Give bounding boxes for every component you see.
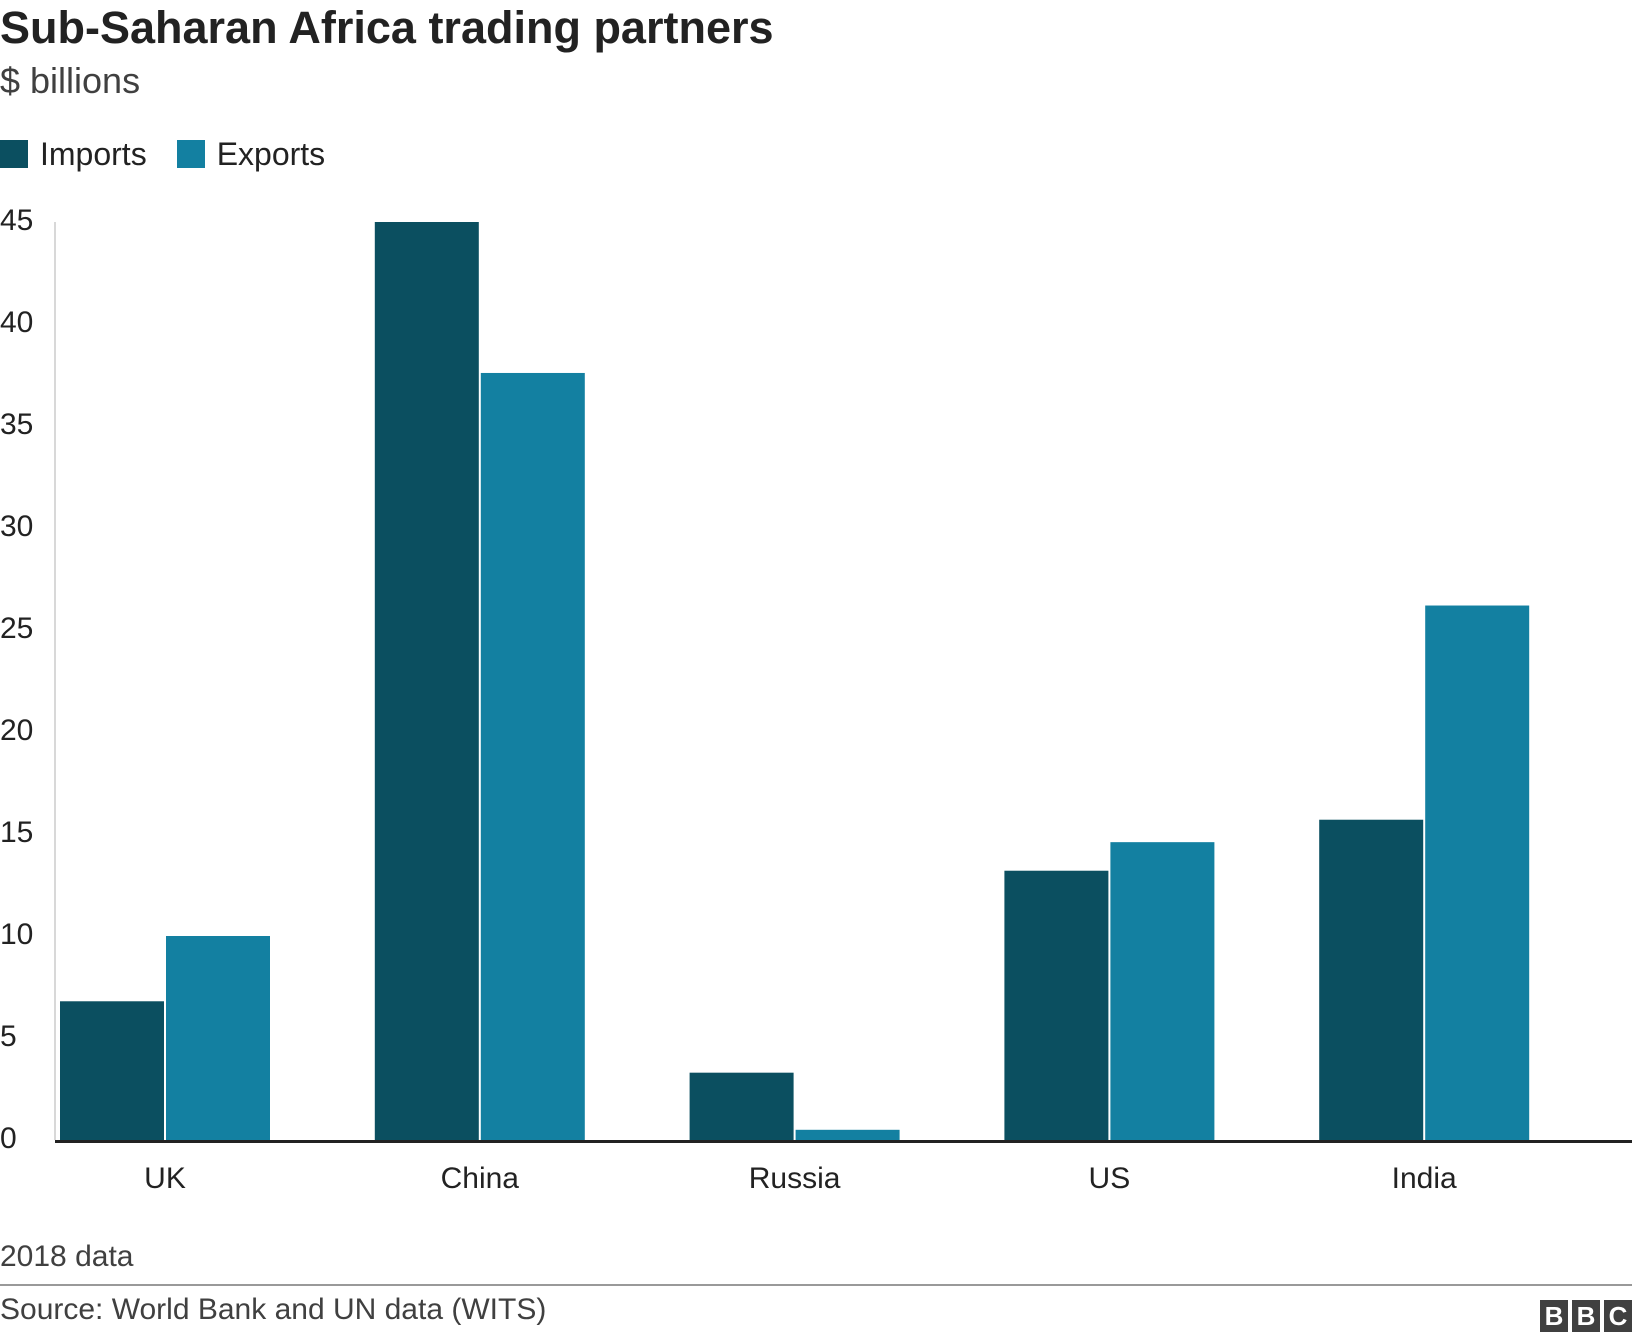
y-tick-label: 45 (0, 204, 33, 237)
logo-letter: C (1604, 1300, 1632, 1332)
y-tick-label: 35 (0, 408, 33, 441)
y-tick-label: 15 (0, 816, 33, 849)
bar-chart: 0 5 10 15 20 25 30 35 40 45 UK China Russia US India (0, 204, 1632, 1195)
chart-note: 2018 data (0, 1240, 134, 1273)
bar-imports-china (374, 222, 479, 1140)
bar-imports-india (1319, 819, 1424, 1140)
y-tick-label: 0 (0, 1122, 17, 1155)
y-tick-label: 40 (0, 306, 33, 339)
y-tick-label: 30 (0, 510, 33, 543)
bar-imports-uk (60, 1001, 164, 1140)
bar-imports-us (1004, 870, 1109, 1140)
y-tick-label: 5 (0, 1020, 17, 1053)
bar-imports-russia (689, 1072, 794, 1140)
x-tick-label: Russia (749, 1162, 841, 1195)
y-tick-label: 25 (0, 612, 33, 645)
footer-divider (0, 1284, 1632, 1286)
x-tick-label: India (1392, 1162, 1457, 1195)
legend-label-imports: Imports (40, 135, 147, 172)
x-tick-label: US (1089, 1162, 1131, 1195)
logo-letter: B (1540, 1300, 1568, 1332)
legend-item-imports: Imports (0, 136, 147, 173)
bar-exports-india (1425, 605, 1530, 1140)
bbc-logo: B B C (1536, 1300, 1632, 1332)
source-text: Source: World Bank and UN data (WITS) (0, 1293, 547, 1326)
chart-title: Sub-Saharan Africa trading partners (0, 2, 774, 53)
logo-letter: B (1572, 1300, 1600, 1332)
bar-exports-china (480, 372, 585, 1140)
y-tick-label: 10 (0, 918, 33, 951)
chart-subtitle: $ billions (0, 60, 141, 101)
legend-swatch-exports (176, 140, 205, 168)
legend-swatch-imports (0, 140, 28, 168)
bar-exports-us (1110, 842, 1215, 1140)
legend-label-exports: Exports (216, 135, 326, 172)
y-tick-label: 20 (0, 714, 33, 747)
bar-exports-uk (166, 936, 270, 1140)
legend: Imports Exports (0, 134, 355, 174)
x-tick-label: UK (144, 1162, 186, 1195)
x-tick-label: China (441, 1162, 520, 1195)
bar-exports-russia (795, 1129, 900, 1140)
legend-item-exports: Exports (176, 135, 326, 173)
